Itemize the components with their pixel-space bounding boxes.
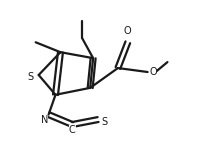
- Text: C: C: [69, 125, 76, 135]
- Text: S: S: [28, 72, 34, 82]
- Text: O: O: [150, 67, 157, 77]
- Text: O: O: [124, 26, 132, 36]
- Text: N: N: [41, 115, 48, 125]
- Text: S: S: [101, 117, 107, 127]
